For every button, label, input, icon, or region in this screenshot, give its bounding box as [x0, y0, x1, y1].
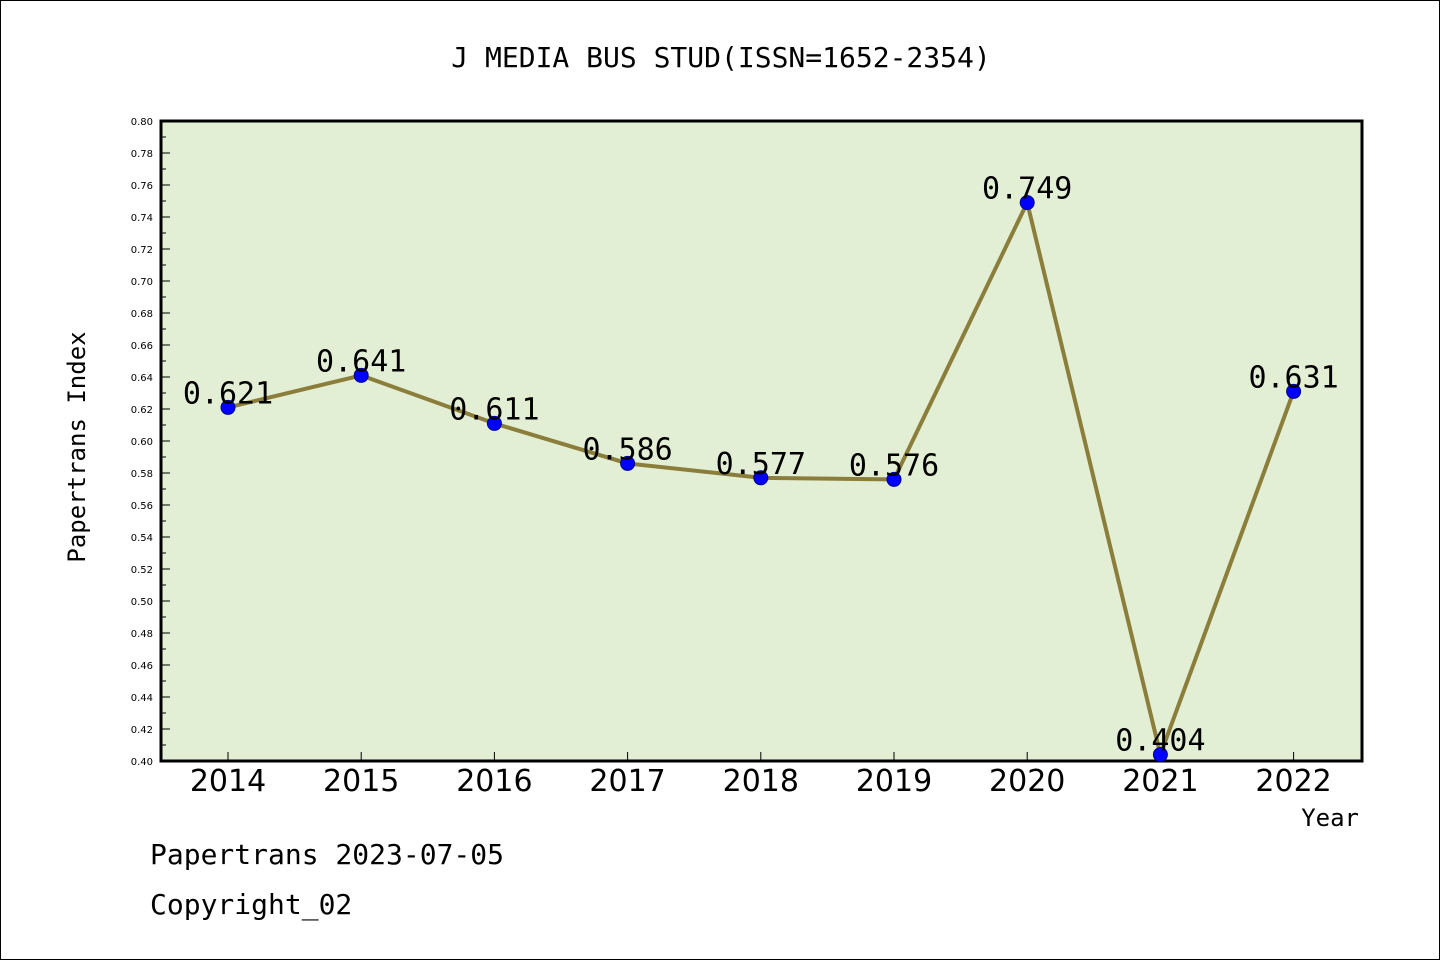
x-tick-label: 2022: [1255, 764, 1331, 799]
line-segment: [758, 475, 896, 482]
data-label: 0.749: [982, 172, 1072, 207]
x-tick-label: 2019: [856, 764, 932, 799]
y-tick-label: 0.44: [131, 693, 153, 704]
y-tick-label: 0.70: [131, 277, 153, 288]
data-label: 0.577: [716, 447, 806, 482]
y-tick-label: 0.50: [131, 597, 153, 608]
line-segment: [359, 373, 497, 426]
y-tick-label: 0.48: [131, 629, 153, 640]
data-point: [620, 455, 636, 471]
data-label: 0.641: [316, 344, 406, 379]
y-tick-label: 0.40: [131, 757, 153, 768]
data-point: [753, 470, 769, 486]
y-tick-label: 0.78: [131, 149, 153, 160]
series-line: [226, 200, 1296, 757]
y-tick-label: 0.60: [131, 437, 153, 448]
footer-date: Papertrans 2023-07-05: [150, 838, 504, 871]
line-segment: [226, 373, 364, 410]
x-tick-label: 2017: [589, 764, 665, 799]
line-segment: [492, 421, 630, 466]
y-axis-label: Papertrans Index: [63, 331, 91, 562]
data-point: [1286, 383, 1302, 399]
x-tick-label: 2016: [456, 764, 532, 799]
x-tick-label: 2018: [723, 764, 799, 799]
y-tick-label: 0.80: [131, 117, 153, 128]
y-tick-label: 0.56: [131, 501, 153, 512]
y-tick-label: 0.68: [131, 309, 153, 320]
x-axis-label: Year: [1301, 804, 1359, 832]
x-axis-ticks: 2014 2015 2016 2017 2018 2019 2020 2021 2022: [190, 752, 1332, 799]
line-segment: [892, 200, 1030, 482]
y-tick-label: 0.46: [131, 661, 153, 672]
y-tick-label: 0.42: [131, 725, 153, 736]
data-point: [886, 471, 902, 487]
y-tick-label: 0.66: [131, 341, 153, 352]
data-label: 0.404: [1115, 724, 1205, 759]
data-point: [220, 399, 236, 415]
data-label: 0.611: [449, 392, 539, 427]
series-markers: [220, 195, 1302, 763]
data-label: 0.576: [849, 448, 939, 483]
y-tick-label: 0.62: [131, 405, 153, 416]
x-tick-label: 2020: [989, 764, 1065, 799]
y-axis-ticks: 0.40 0.42 0.44 0.46 0.48 0.50 0.52 0.54 0.56 0.58…: [131, 117, 170, 768]
footer-copyright: Copyright_02: [150, 888, 352, 922]
y-tick-label: 0.76: [131, 181, 153, 192]
y-tick-label: 0.74: [131, 213, 153, 224]
x-tick-label: 2021: [1122, 764, 1198, 799]
y-tick-label: 0.64: [131, 373, 153, 384]
plot-area: [159, 119, 1364, 763]
y-tick-label: 0.72: [131, 245, 153, 256]
line-segment: [1025, 200, 1163, 757]
data-point: [1152, 747, 1168, 763]
y-tick-label: 0.58: [131, 469, 153, 480]
data-label: 0.631: [1248, 360, 1338, 395]
data-point: [486, 415, 502, 431]
data-label: 0.586: [582, 432, 672, 467]
data-labels: 0.621 0.641 0.611 0.586 0.577 0.576 0.749 0.404…: [183, 172, 1339, 759]
data-label: 0.621: [183, 376, 273, 411]
y-tick-label: 0.52: [131, 565, 153, 576]
x-tick-label: 2014: [190, 764, 266, 799]
chart-title: J MEDIA BUS STUD(ISSN=1652-2354): [451, 41, 990, 74]
data-point: [353, 367, 369, 383]
data-point: [1019, 195, 1035, 211]
x-tick-label: 2015: [323, 764, 399, 799]
line-segment: [625, 461, 763, 480]
y-tick-label: 0.54: [131, 533, 153, 544]
line-segment: [1158, 389, 1296, 757]
